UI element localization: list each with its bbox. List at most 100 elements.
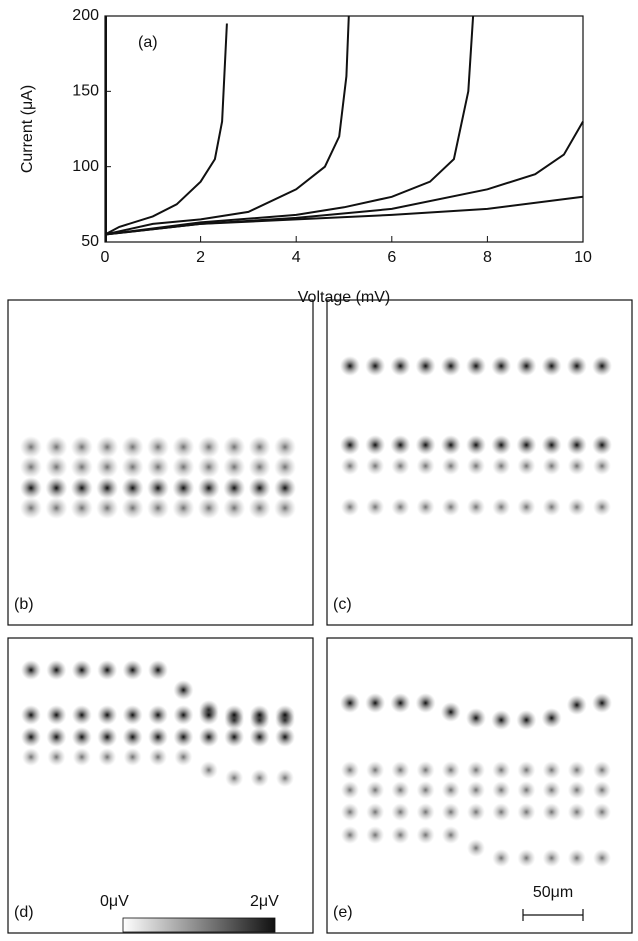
x-tick-label: 8 xyxy=(483,249,492,266)
spot xyxy=(172,477,195,499)
spot xyxy=(71,727,92,747)
curve xyxy=(104,23,228,236)
spot xyxy=(173,727,194,747)
spot xyxy=(21,727,41,747)
spot xyxy=(492,781,511,799)
spot xyxy=(541,435,562,455)
spot xyxy=(148,727,168,747)
spot xyxy=(365,435,386,455)
spot xyxy=(20,436,42,458)
spot xyxy=(147,456,169,478)
spot xyxy=(147,497,169,519)
spot xyxy=(366,803,385,821)
spot xyxy=(149,748,167,766)
spot xyxy=(275,705,295,725)
spot xyxy=(491,435,512,455)
spot xyxy=(391,826,410,844)
spot xyxy=(466,435,486,455)
spot xyxy=(223,477,246,499)
spot xyxy=(223,497,246,519)
spot xyxy=(542,498,561,516)
spot xyxy=(416,761,435,779)
spot xyxy=(225,769,244,787)
spot xyxy=(567,803,586,821)
spot xyxy=(416,826,435,844)
spot xyxy=(174,748,193,766)
spot xyxy=(198,727,219,747)
spot xyxy=(121,497,144,519)
y-tick-label: 150 xyxy=(72,83,99,100)
spot-layer xyxy=(20,356,612,867)
spot xyxy=(122,727,143,747)
spot xyxy=(441,781,460,799)
spot xyxy=(365,356,386,376)
spot xyxy=(46,705,67,725)
spot xyxy=(274,456,296,478)
spot xyxy=(441,498,460,516)
spot xyxy=(46,660,67,680)
spot xyxy=(70,477,93,499)
spot xyxy=(492,498,511,516)
y-tick-label: 200 xyxy=(72,7,99,24)
spot xyxy=(199,761,218,779)
spot xyxy=(466,356,486,376)
spot xyxy=(341,761,359,779)
spot xyxy=(441,457,460,475)
spot xyxy=(516,356,537,376)
spot xyxy=(440,702,461,722)
y-axis-label: Current (μA) xyxy=(19,85,36,173)
spot xyxy=(223,436,246,458)
spot xyxy=(341,826,359,844)
spot xyxy=(47,748,66,766)
colorbar xyxy=(122,917,276,933)
spot xyxy=(197,436,220,458)
spot xyxy=(223,456,246,478)
curve xyxy=(104,15,350,236)
spot xyxy=(147,477,169,499)
spot xyxy=(391,761,410,779)
spot xyxy=(391,498,410,516)
spot xyxy=(492,457,511,475)
spot xyxy=(566,356,587,376)
spot xyxy=(172,436,195,458)
spot xyxy=(390,356,411,376)
spot xyxy=(567,457,586,475)
spot xyxy=(391,803,410,821)
spot xyxy=(516,435,537,455)
spot xyxy=(96,497,119,519)
spot xyxy=(70,456,93,478)
spot xyxy=(366,457,385,475)
y-tick-label: 100 xyxy=(72,158,99,175)
scale-bar-label: 50μm xyxy=(533,884,573,901)
panel-frame xyxy=(7,637,314,934)
spot xyxy=(592,356,612,376)
spot xyxy=(416,781,435,799)
spot xyxy=(517,498,536,516)
spot xyxy=(224,705,245,725)
spot xyxy=(366,826,385,844)
y-tick-label: 50 xyxy=(81,233,99,250)
spot xyxy=(441,803,460,821)
spot xyxy=(542,803,561,821)
x-tick-label: 2 xyxy=(196,249,205,266)
spot xyxy=(122,660,143,680)
spot xyxy=(567,849,586,867)
spot xyxy=(46,727,67,747)
spot xyxy=(121,436,144,458)
spot xyxy=(492,803,511,821)
spot xyxy=(517,761,536,779)
curve xyxy=(104,15,475,236)
spot xyxy=(467,498,485,516)
colorbar-min: 0μV xyxy=(100,893,129,910)
scale-bar xyxy=(522,909,584,921)
spot xyxy=(20,497,42,519)
spot xyxy=(492,849,511,867)
spot xyxy=(366,781,385,799)
x-tick-label: 4 xyxy=(292,249,301,266)
spot xyxy=(593,761,611,779)
spot xyxy=(517,849,536,867)
curve xyxy=(104,195,584,236)
spot xyxy=(147,436,169,458)
spot xyxy=(275,727,295,747)
